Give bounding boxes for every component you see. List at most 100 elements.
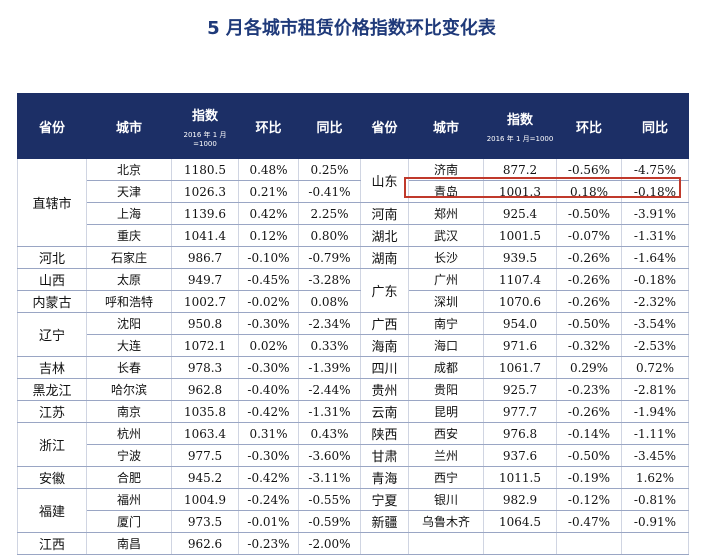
city-cell: 哈尔滨 bbox=[86, 378, 172, 401]
index-cell: 971.6 bbox=[483, 334, 557, 357]
city-cell: 青岛 bbox=[408, 180, 484, 203]
table-row: 内蒙古 呼和浩特 1002.7 -0.02% 0.08% 深圳 1070.6 -0.26% -2… bbox=[17, 290, 689, 313]
table-row: 吉林 长春 978.3 -0.30% -1.39% 四川 成都 1061.7 0.29% 0.72… bbox=[17, 356, 689, 379]
header-city-right: 城市 bbox=[408, 93, 484, 159]
city-cell: 厦门 bbox=[86, 510, 172, 533]
table-row: 宁波 977.5 -0.30% -3.60% 甘肃 兰州 937.6 -0.50% -3.45% bbox=[18, 444, 689, 467]
index-cell: 1072.1 bbox=[171, 334, 239, 357]
header-yoy-left: 同比 bbox=[298, 93, 361, 159]
mom-cell: -0.32% bbox=[556, 334, 622, 357]
index-cell: 977.5 bbox=[171, 444, 239, 467]
index-cell: 1041.4 bbox=[171, 224, 239, 247]
city-cell: 银川 bbox=[408, 488, 484, 511]
index-cell: 1064.5 bbox=[483, 510, 557, 533]
city-cell: 昆明 bbox=[408, 400, 484, 423]
yoy-cell: -3.45% bbox=[621, 444, 689, 467]
province-cell: 陕西 bbox=[360, 422, 409, 445]
yoy-cell: -2.32% bbox=[621, 290, 689, 313]
index-cell: 986.7 bbox=[171, 246, 239, 269]
index-cell: 1026.3 bbox=[171, 180, 239, 203]
mom-cell: -0.14% bbox=[556, 422, 622, 445]
index-cell: 1001.3 bbox=[483, 180, 557, 203]
city-cell: 武汉 bbox=[408, 224, 484, 247]
mom-cell: 0.29% bbox=[556, 356, 622, 379]
header-index-note: 2016 年 1 月=1000 bbox=[183, 130, 227, 148]
index-cell: 962.8 bbox=[171, 378, 239, 401]
city-cell: 成都 bbox=[408, 356, 484, 379]
mom-cell: -0.12% bbox=[556, 488, 622, 511]
province-cell: 黑龙江 bbox=[17, 378, 87, 401]
city-cell: 杭州 bbox=[86, 422, 172, 445]
mom-cell: -0.26% bbox=[556, 268, 622, 291]
yoy-cell: -2.53% bbox=[621, 334, 689, 357]
yoy-cell: -3.54% bbox=[621, 312, 689, 335]
province-cell: 湖南 bbox=[360, 246, 409, 269]
table-row: 河北 石家庄 986.7 -0.10% -0.79% 湖南 长沙 939.5 -0.26% -1.… bbox=[17, 246, 689, 269]
header-index-note: 2016 年 1 月=1000 bbox=[486, 134, 554, 143]
mom-cell: 0.31% bbox=[238, 422, 299, 445]
mom-cell: -0.42% bbox=[238, 400, 299, 423]
city-cell: 郑州 bbox=[408, 202, 484, 225]
city-cell: 沈阳 bbox=[86, 312, 172, 335]
yoy-cell: -2.81% bbox=[621, 378, 689, 401]
city-cell: 乌鲁木齐 bbox=[408, 510, 484, 533]
yoy-cell: -3.91% bbox=[621, 202, 689, 225]
yoy-cell: -1.31% bbox=[298, 400, 361, 423]
index-cell: 1061.7 bbox=[483, 356, 557, 379]
yoy-cell: -2.34% bbox=[298, 312, 361, 335]
yoy-cell: -0.18% bbox=[621, 180, 689, 203]
city-cell: 西安 bbox=[408, 422, 484, 445]
province-cell: 海南 bbox=[360, 334, 409, 357]
index-cell: 1004.9 bbox=[171, 488, 239, 511]
index-cell: 1139.6 bbox=[171, 202, 239, 225]
yoy-cell: 0.80% bbox=[298, 224, 361, 247]
yoy-cell: -0.18% bbox=[621, 268, 689, 291]
mom-cell: -0.23% bbox=[556, 378, 622, 401]
index-cell: 962.6 bbox=[171, 532, 239, 555]
mom-cell: -0.50% bbox=[556, 444, 622, 467]
city-cell: 广州 bbox=[408, 268, 484, 291]
yoy-cell: -0.91% bbox=[621, 510, 689, 533]
yoy-cell: -4.75% bbox=[621, 158, 689, 181]
yoy-cell: -3.11% bbox=[298, 466, 361, 489]
city-cell: 石家庄 bbox=[86, 246, 172, 269]
city-cell: 兰州 bbox=[408, 444, 484, 467]
yoy-cell: -2.00% bbox=[298, 532, 361, 555]
city-cell: 西宁 bbox=[408, 466, 484, 489]
index-cell: 877.2 bbox=[483, 158, 557, 181]
city-cell: 南昌 bbox=[86, 532, 172, 555]
table-row: 上海 1139.6 0.42% 2.25% 河南 郑州 925.4 -0.50% -3.91% bbox=[18, 202, 689, 225]
mom-cell: -0.30% bbox=[238, 312, 299, 335]
index-cell: 978.3 bbox=[171, 356, 239, 379]
index-cell: 1011.5 bbox=[483, 466, 557, 489]
table-header-row: 省份 城市 指数 2016 年 1 月=1000 环比 同比 省份 城市 指数 20… bbox=[17, 93, 689, 159]
table-row: 江苏 南京 1035.8 -0.42% -1.31% 云南 昆明 977.7 -0.26% -1.… bbox=[17, 400, 689, 423]
city-cell: 福州 bbox=[86, 488, 172, 511]
index-cell: 977.7 bbox=[483, 400, 557, 423]
yoy-cell: 0.33% bbox=[298, 334, 361, 357]
mom-cell: -0.24% bbox=[238, 488, 299, 511]
header-index-right: 指数 2016 年 1 月=1000 bbox=[483, 93, 557, 159]
index-cell: 1180.5 bbox=[171, 158, 239, 181]
city-cell: 贵阳 bbox=[408, 378, 484, 401]
city-cell: 宁波 bbox=[86, 444, 172, 467]
yoy-cell: 1.62% bbox=[621, 466, 689, 489]
province-cell: 安徽 bbox=[17, 466, 87, 489]
province-cell: 辽宁 bbox=[17, 312, 87, 357]
yoy-cell: -0.81% bbox=[621, 488, 689, 511]
index-cell: 1107.4 bbox=[483, 268, 557, 291]
table-row: 直辖市 北京 1180.5 0.48% 0.25% 山东 济南 877.2 -0.56% -4.7… bbox=[17, 158, 689, 247]
yoy-cell: 2.25% bbox=[298, 202, 361, 225]
index-cell: 939.5 bbox=[483, 246, 557, 269]
city-cell: 南京 bbox=[86, 400, 172, 423]
table-row: 江西 南昌 962.6 -0.23% -2.00% bbox=[17, 532, 689, 555]
yoy-cell: 0.72% bbox=[621, 356, 689, 379]
province-cell: 甘肃 bbox=[360, 444, 409, 467]
province-cell: 宁夏 bbox=[360, 488, 409, 511]
index-cell: 1070.6 bbox=[483, 290, 557, 313]
header-index-label: 指数 bbox=[506, 112, 533, 128]
city-cell: 太原 bbox=[86, 268, 172, 291]
index-cell bbox=[483, 532, 557, 555]
yoy-cell: -0.55% bbox=[298, 488, 361, 511]
mom-cell: -0.50% bbox=[556, 202, 622, 225]
